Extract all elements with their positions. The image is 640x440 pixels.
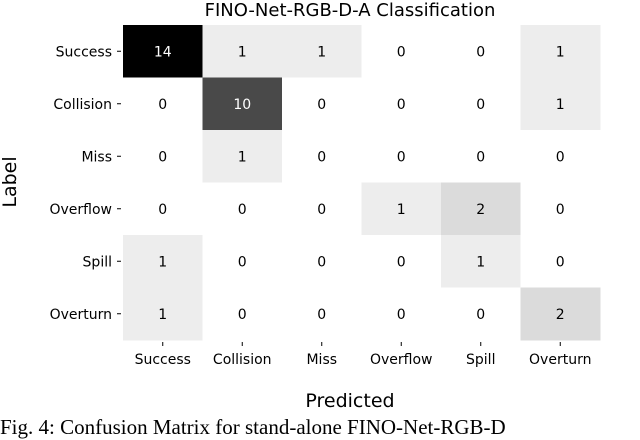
- cell-value-label: 1: [238, 149, 247, 165]
- heatmap-cell: [202, 25, 283, 78]
- cell-value-label: 1: [556, 44, 565, 60]
- cell-value-label: 0: [476, 97, 485, 113]
- heatmap-cell: [202, 235, 283, 288]
- heatmap-cell: [123, 25, 203, 78]
- cell-value-label: 0: [556, 149, 565, 165]
- cell-value-label: 0: [397, 97, 406, 113]
- cell-value-label: 2: [556, 307, 565, 323]
- heatmap-cell: [202, 287, 283, 341]
- x-tick-label: Success: [135, 352, 191, 368]
- y-tick-label: Spill: [83, 254, 112, 270]
- heatmap-cell: [520, 25, 601, 78]
- cell-value-label: 0: [238, 307, 247, 323]
- heatmap-cells: 14 1 1 0 0 10 10 0 0 0 10 1 0 0 0 00 0 0 1 2 01 0 0 0 1 01 0 0 0 0 2: [123, 25, 601, 341]
- cell-value-label: 0: [317, 254, 326, 270]
- heatmap-cell: [282, 130, 362, 183]
- heatmap-cell: [441, 287, 521, 341]
- cell-value-label: 0: [158, 97, 167, 113]
- heatmap-cell: [202, 77, 283, 131]
- y-tick-label: Miss: [81, 149, 112, 165]
- heatmap-cell: [361, 77, 442, 131]
- heatmap-cell: [282, 77, 362, 131]
- heatmap-cell: [123, 182, 203, 236]
- y-tick-label: Overturn: [50, 307, 112, 323]
- x-tick-label: Spill: [466, 352, 495, 368]
- heatmap-cell: [441, 235, 521, 288]
- y-tick-label: Overflow: [49, 202, 112, 218]
- heatmap-cell: [123, 130, 203, 183]
- heatmap-cell: [441, 182, 521, 236]
- heatmap-cell: [361, 130, 442, 183]
- heatmap-cell: [361, 287, 442, 341]
- heatmap-cell: [361, 182, 442, 236]
- cell-value-label: 10: [233, 97, 251, 113]
- cell-value-label: 0: [476, 149, 485, 165]
- heatmap-cell: [123, 287, 203, 341]
- cell-value-label: 1: [158, 254, 167, 270]
- heatmap-cell: [282, 182, 362, 236]
- cell-value-label: 0: [158, 149, 167, 165]
- heatmap-cell: [441, 77, 521, 131]
- cell-value-label: 0: [317, 149, 326, 165]
- cell-value-label: 0: [397, 149, 406, 165]
- heatmap-cell: [123, 235, 203, 288]
- heatmap-cell: [282, 235, 362, 288]
- heatmap-cell: [361, 25, 442, 78]
- x-tick-label: Overturn: [529, 352, 591, 368]
- figure-caption: Fig. 4: Confusion Matrix for stand-alone…: [0, 415, 506, 439]
- cell-value-label: 0: [317, 97, 326, 113]
- cell-value-label: 0: [556, 202, 565, 218]
- cell-value-label: 1: [238, 44, 247, 60]
- cell-value-label: 0: [238, 254, 247, 270]
- cell-value-label: 0: [238, 202, 247, 218]
- heatmap-cell: [441, 130, 521, 183]
- y-tick-labels: Success Collision Miss Overflow Spill Overtur…: [49, 44, 121, 323]
- cell-value-label: 0: [476, 44, 485, 60]
- cell-value-label: 1: [158, 307, 167, 323]
- cell-value-label: 1: [397, 202, 406, 218]
- cell-value-label: 2: [476, 202, 485, 218]
- cell-value-label: 1: [317, 44, 326, 60]
- y-tick-label: Collision: [53, 97, 112, 113]
- x-tick-label: Miss: [306, 352, 337, 368]
- cell-value-label: 14: [154, 44, 172, 60]
- heatmap-cell: [202, 182, 283, 236]
- heatmap-cell: [282, 25, 362, 78]
- cell-value-label: 0: [317, 307, 326, 323]
- heatmap-cell: [520, 182, 601, 236]
- cell-value-label: 1: [556, 97, 565, 113]
- cell-value-label: 0: [317, 202, 326, 218]
- heatmap-cell: [441, 25, 521, 78]
- heatmap-cell: [520, 130, 601, 183]
- y-axis-label: Label: [0, 156, 21, 207]
- cell-value-label: 0: [397, 44, 406, 60]
- cell-value-label: 0: [397, 307, 406, 323]
- heatmap-cell: [202, 130, 283, 183]
- y-tick-label: Success: [56, 44, 112, 60]
- cell-value-label: 0: [397, 254, 406, 270]
- cell-value-label: 0: [556, 254, 565, 270]
- chart-title: FINO-Net-RGB-D-A Classification: [205, 0, 496, 21]
- heatmap-cell: [520, 77, 601, 131]
- cell-value-label: 1: [476, 254, 485, 270]
- cell-value-label: 0: [476, 307, 485, 323]
- x-axis-label: Predicted: [305, 390, 394, 412]
- cell-value-label: 0: [158, 202, 167, 218]
- x-tick-label: Overflow: [370, 352, 433, 368]
- heatmap-cell: [361, 235, 442, 288]
- heatmap-cell: [520, 235, 601, 288]
- x-tick-label: Collision: [213, 352, 272, 368]
- heatmap-cell: [282, 287, 362, 341]
- heatmap-cell: [520, 287, 601, 341]
- x-tick-labels: Success Collision Miss Overflow Spill Overtur…: [135, 342, 591, 368]
- heatmap-cell: [123, 77, 203, 131]
